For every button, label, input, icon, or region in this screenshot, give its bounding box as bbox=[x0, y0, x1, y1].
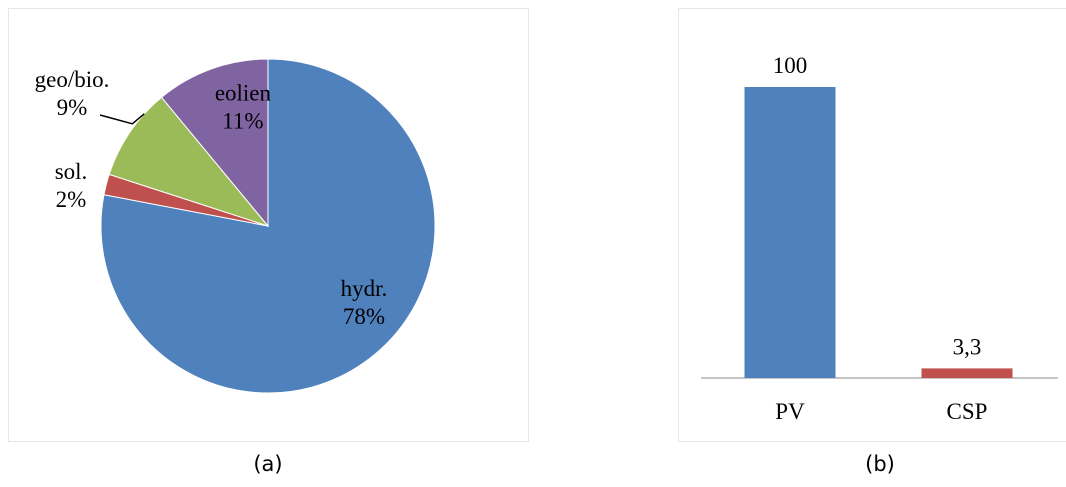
bar-csp bbox=[921, 368, 1013, 378]
slice-label-eolien: eolien bbox=[215, 81, 272, 106]
slice-pct-sol: 2% bbox=[56, 187, 87, 212]
value-label-csp: 3,3 bbox=[953, 334, 982, 359]
pie-slice-geobio bbox=[108, 96, 270, 228]
pie-chart-panel: hydr. 78% sol. 2% geo/bio. 9% eolien 11% bbox=[8, 8, 529, 442]
slice-label-geobio: geo/bio. bbox=[35, 67, 110, 92]
caption-b: (b) bbox=[865, 452, 895, 476]
leader-line-geobio bbox=[99, 113, 145, 125]
caption-a: (a) bbox=[253, 452, 283, 476]
slice-label-hydr: hydr. bbox=[341, 276, 388, 301]
bar-chart: 100 PV 3,3 CSP bbox=[701, 53, 1058, 424]
pie-chart: hydr. 78% sol. 2% geo/bio. 9% eolien 11% bbox=[35, 58, 436, 394]
pie-slice-hydr bbox=[100, 58, 436, 394]
slice-pct-geobio: 9% bbox=[57, 95, 88, 120]
tick-label-pv: PV bbox=[775, 399, 805, 424]
slice-pct-hydr: 78% bbox=[343, 304, 385, 329]
bar-chart-panel: 100 PV 3,3 CSP bbox=[678, 8, 1066, 442]
slice-label-sol: sol. bbox=[55, 159, 88, 184]
pie-slice-eolien bbox=[160, 58, 269, 228]
bar-pv bbox=[744, 87, 836, 378]
tick-label-csp: CSP bbox=[947, 399, 988, 424]
value-label-pv: 100 bbox=[773, 53, 808, 78]
slice-pct-eolien: 11% bbox=[222, 109, 263, 134]
